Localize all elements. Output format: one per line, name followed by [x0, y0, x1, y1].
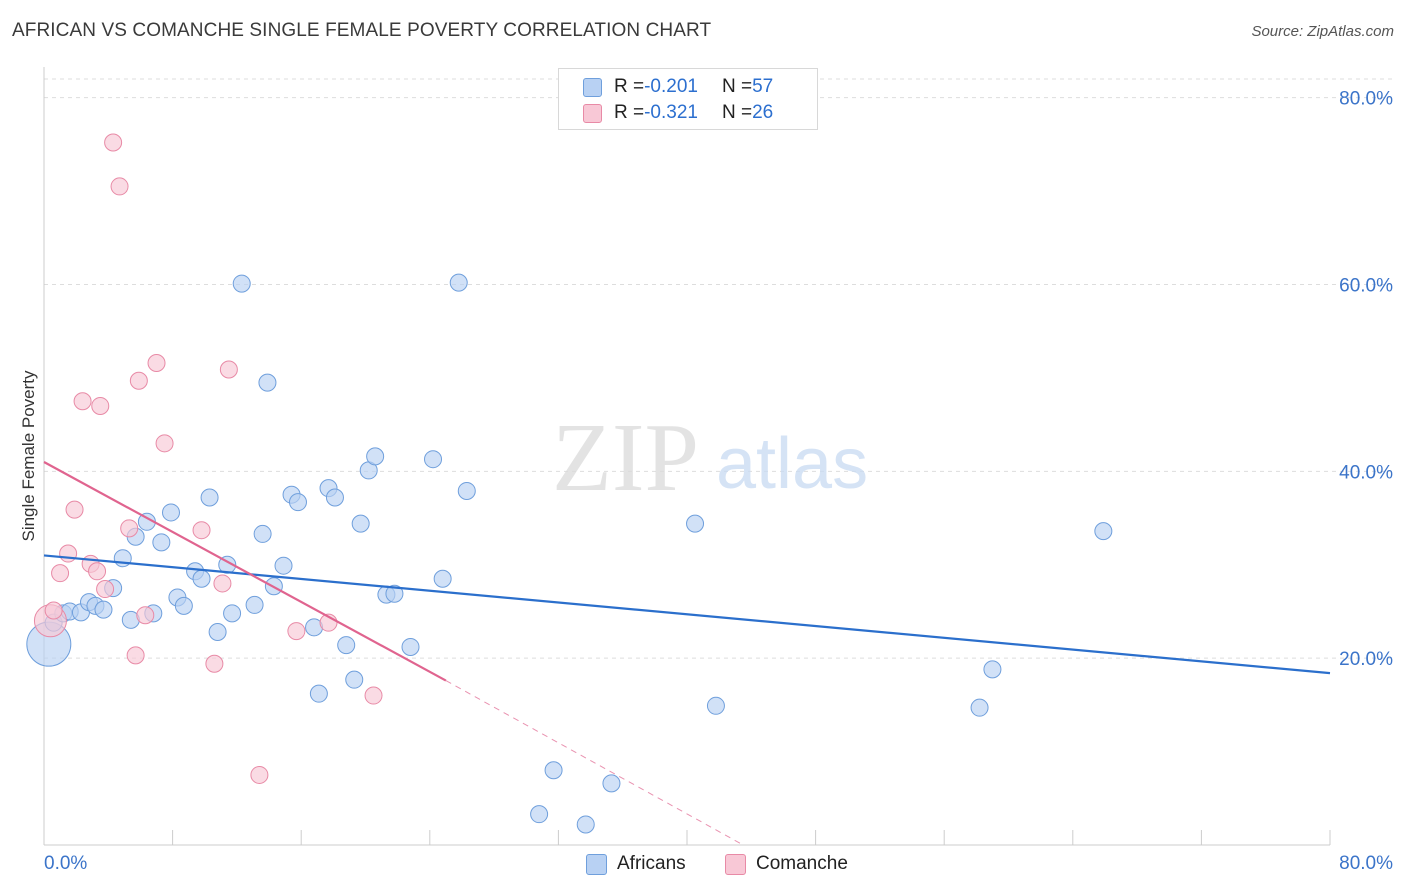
source-label: Source: ZipAtlas.com — [1251, 23, 1394, 40]
africans-point — [161, 503, 180, 522]
comanche-swatch — [583, 103, 602, 123]
africans-point — [192, 569, 211, 588]
legend-label-africans: Africans — [617, 853, 686, 874]
y-tick-label: 60.0% — [1339, 276, 1393, 297]
n-value: 26 — [752, 102, 774, 123]
comanche-trend-extension — [445, 680, 744, 846]
comanche-trend-line — [43, 461, 447, 682]
correlation-legend: R = -0.201 N = 57 R = -0.321 N = 26 — [558, 68, 818, 130]
y-tick-label: 20.0% — [1339, 649, 1393, 670]
africans-swatch — [583, 77, 602, 97]
y-tick-label: 40.0% — [1339, 462, 1393, 483]
africans-point — [223, 604, 242, 623]
africans-point — [258, 373, 277, 392]
africans-point — [433, 569, 452, 588]
r-label: R = — [614, 76, 645, 97]
r-value: -0.321 — [644, 102, 698, 123]
comanche-point — [88, 562, 107, 581]
africans-point — [174, 596, 193, 615]
comanche-point — [192, 521, 211, 540]
n-label: N = — [721, 102, 753, 123]
africans-point — [576, 815, 595, 834]
africans-point — [94, 600, 113, 619]
africans-point — [274, 556, 293, 575]
comanche-point — [65, 500, 84, 519]
comanche-swatch — [725, 853, 746, 875]
africans-point — [602, 774, 621, 793]
africans-point — [366, 447, 385, 466]
y-tick-label: 80.0% — [1339, 89, 1393, 110]
n-value: 57 — [752, 76, 774, 97]
africans-point — [232, 274, 251, 293]
comanche-point — [59, 544, 78, 563]
comanche-point — [91, 396, 110, 415]
africans-point — [385, 584, 404, 603]
legend-row-comanche: R = -0.321 N = 26 — [583, 101, 773, 125]
africans-point — [983, 660, 1002, 679]
africans-point — [337, 636, 356, 655]
africans-point — [706, 696, 725, 715]
r-label: R = — [614, 102, 645, 123]
comanche-point — [364, 686, 383, 705]
africans-point — [309, 684, 328, 703]
comanche-point — [205, 654, 224, 673]
africans-point — [208, 623, 227, 642]
watermark-zip: ZIP — [552, 404, 699, 512]
comanche-point — [44, 601, 63, 620]
comanche-point — [287, 622, 306, 641]
africans-point — [457, 481, 476, 500]
series-legend: Africans Comanche — [0, 851, 1406, 877]
africans-trend-line — [43, 554, 1331, 675]
x-tick-label: 0.0% — [44, 853, 87, 874]
africans-point — [449, 273, 468, 292]
comanche-point — [213, 574, 232, 593]
data-points — [26, 133, 1113, 834]
africans-point — [686, 514, 705, 533]
africans-point — [288, 493, 307, 512]
comanche-point — [73, 392, 92, 411]
africans-point — [345, 670, 364, 689]
comanche-point — [126, 646, 145, 665]
africans-point — [325, 488, 344, 507]
tick-labels: 20.0% 40.0% 60.0% 80.0% 0.0% 80.0% — [44, 89, 1393, 874]
africans-point — [424, 450, 443, 469]
legend-label-comanche: Comanche — [756, 853, 848, 874]
africans-swatch — [586, 853, 607, 875]
comanche-point — [104, 133, 123, 152]
africans-point — [351, 514, 370, 533]
africans-point — [970, 698, 989, 717]
comanche-point — [110, 177, 129, 196]
comanche-point — [129, 371, 148, 390]
legend-row-africans: R = -0.201 N = 57 — [583, 75, 773, 99]
comanche-point — [96, 580, 115, 599]
africans-point — [245, 595, 264, 614]
chart-title: AFRICAN VS COMANCHE SINGLE FEMALE POVERT… — [12, 20, 712, 41]
africans-point — [200, 488, 219, 507]
comanche-point — [250, 765, 269, 784]
comanche-point — [136, 606, 155, 625]
comanche-point — [51, 564, 70, 583]
legend-item-africans: Africans — [586, 853, 686, 875]
comanche-point — [219, 360, 238, 379]
africans-point — [530, 805, 549, 824]
legend-item-comanche: Comanche — [725, 853, 848, 875]
watermark: ZIP atlas — [552, 404, 868, 512]
n-label: N = — [721, 76, 753, 97]
africans-point — [152, 533, 171, 552]
watermark-atlas: atlas — [716, 424, 868, 504]
comanche-point — [155, 434, 174, 453]
trend-lines — [43, 461, 1331, 846]
africans-point — [544, 761, 563, 780]
africans-point — [401, 637, 420, 656]
r-value: -0.201 — [644, 76, 698, 97]
x-tick-label: 80.0% — [1339, 853, 1393, 874]
comanche-point — [120, 519, 139, 538]
africans-point — [1094, 522, 1113, 541]
comanche-point — [147, 353, 166, 372]
africans-point — [253, 524, 272, 543]
axes — [43, 67, 1331, 846]
